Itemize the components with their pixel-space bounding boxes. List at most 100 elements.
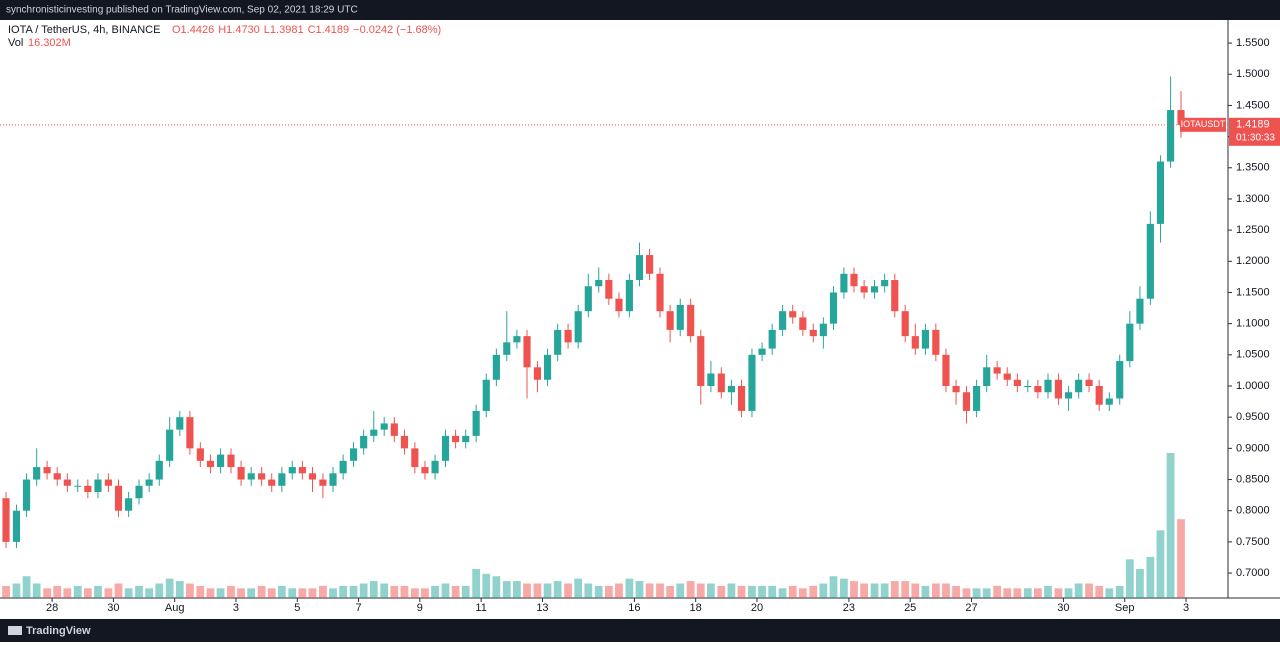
candle-body [983,367,991,387]
volume-bar [308,588,317,598]
volume-bar [768,585,777,598]
candle-body [63,479,71,486]
volume-bar [83,588,92,598]
volume-bar [216,588,225,598]
candle-body [258,473,266,480]
ohlc-item: O1.4426 [172,24,214,36]
candle-body [227,454,235,468]
volume-bar [12,583,21,598]
candle-body [268,479,276,486]
volume-bar [696,583,705,598]
candle-body [411,448,419,468]
candle-body [308,473,317,480]
volume-bar [1003,588,1012,598]
volume-bar [1054,588,1063,598]
x-tick-label: 27 [965,602,977,614]
volume-bar [635,581,644,598]
candle-body [952,386,960,393]
candle-body [247,473,255,480]
volume-bar [1105,588,1114,598]
candle-body [135,485,143,499]
symbol-tag: IOTAUSDT [1181,119,1226,129]
volume-bar [962,588,971,598]
volume-bar [911,583,920,598]
volume-bar [1166,453,1175,598]
candle-body [1156,161,1165,224]
candle-body [574,311,582,343]
candle-body [1064,392,1073,399]
y-tick-label: 0.9500 [1236,411,1270,423]
candle-body [625,280,633,312]
x-tick-label: 30 [107,602,119,614]
candle-body [288,467,296,474]
candle-body [2,498,10,542]
volume-bar [686,581,695,598]
candle-body [829,292,838,324]
candle-body [441,435,450,461]
volume-bar [594,585,603,598]
candle-body [1095,386,1103,405]
y-tick-label: 1.0500 [1236,349,1270,361]
candle-body [676,304,684,330]
candle-body [53,473,61,480]
volume-bar [472,569,481,598]
volume-bar [359,583,368,598]
volume-bar [165,578,174,598]
volume-bar [737,585,746,598]
candle-body [339,460,347,474]
candle-body [176,417,184,430]
candle-body [707,373,715,387]
y-tick-label: 1.5000 [1236,68,1270,80]
y-tick-label: 1.1000 [1236,318,1270,330]
candle-body [472,410,480,436]
volume-bar [369,581,378,598]
top-bar [0,0,1280,20]
volume-bar [748,585,756,598]
volume-bar [43,588,51,598]
candle-body [431,460,439,474]
volume-bar [175,581,184,598]
volume-bar [788,585,797,598]
candle-body [1003,373,1011,380]
candle-body [717,373,725,393]
candle-body [564,329,572,343]
candle-body [584,286,592,312]
x-tick-label: 23 [843,602,855,614]
candle-body [22,479,31,511]
candle-body [758,348,766,355]
candle-body [1075,379,1083,393]
volume-bar [339,585,348,598]
volume-bar [778,588,787,598]
ohlc-item: L1.3981 [264,24,304,36]
volume-bar [104,588,113,598]
candle-body [216,454,225,468]
candle-body [748,354,756,411]
volume-bar [145,588,154,598]
volume-bar [829,576,838,598]
ohlc-item: −0.0242 (−1.68%) [353,24,441,36]
candle-body [145,479,153,486]
candle-body [452,435,460,443]
candle-body [881,280,889,287]
x-tick-label: 18 [690,602,702,614]
x-tick-label: 3 [1183,602,1189,614]
y-tick-label: 1.0000 [1236,380,1270,392]
volume-bar [502,581,511,598]
price-tag: 1.4189 [1236,119,1270,131]
candle-body [554,329,562,355]
candle-body [319,479,327,486]
ohlc-item: H1.4730 [218,24,260,36]
volume-bar [2,585,10,598]
y-tick-label: 0.7500 [1236,536,1270,548]
candle-body [155,460,163,480]
volume-bar [114,583,123,598]
volume-bar [63,588,72,598]
candle-body [850,273,858,287]
volume-bar [850,581,858,598]
candle-body [1177,110,1185,125]
candle-body [1146,223,1154,299]
x-tick-label: 20 [751,602,763,614]
ohlc-item: C1.4189 [308,24,350,36]
candle-body [1085,379,1093,387]
y-tick-label: 0.7000 [1236,567,1270,579]
